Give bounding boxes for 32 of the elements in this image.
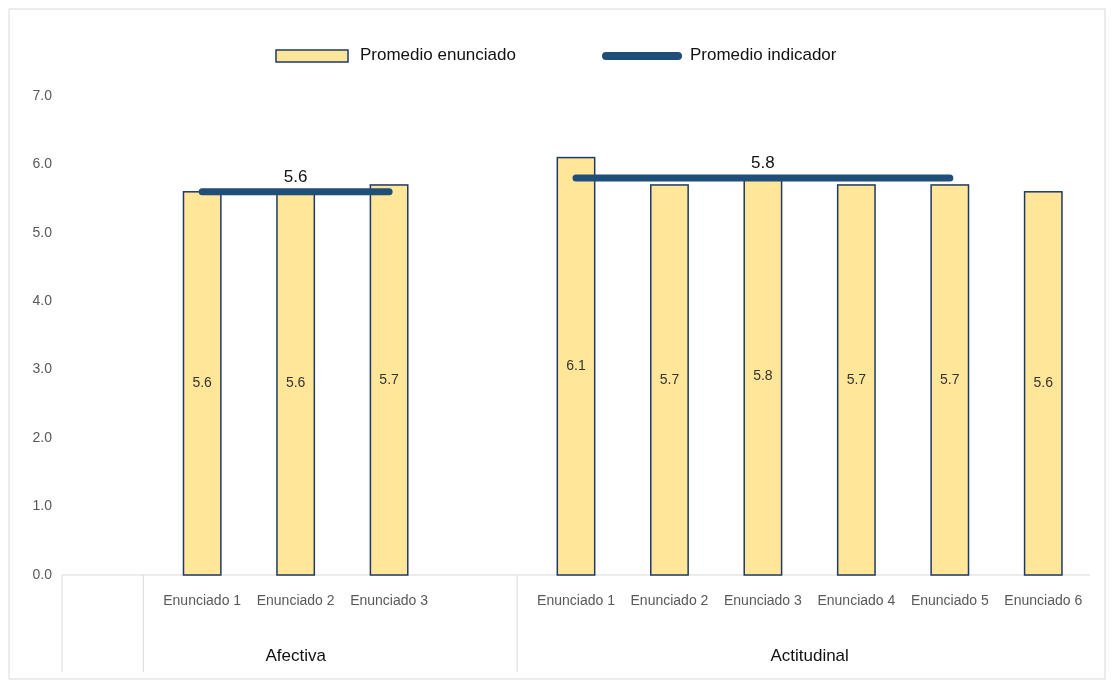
y-tick-label: 0.0 <box>32 565 53 582</box>
x-tick-label: Enunciado 2 <box>256 592 335 608</box>
data-label: 5.6 <box>192 374 213 391</box>
y-tick-label: 2.0 <box>32 428 53 445</box>
y-tick-label: 4.0 <box>32 291 53 308</box>
data-label: 5.6 <box>1033 374 1054 391</box>
data-label: 5.7 <box>659 370 680 387</box>
y-tick-label: 3.0 <box>32 360 53 377</box>
x-tick-label: Enunciado 3 <box>723 592 803 608</box>
x-tick-label: Enunciado 1 <box>163 592 242 608</box>
text: Afectiva <box>265 646 327 665</box>
x-tick-label: Enunciado 3 <box>350 592 429 608</box>
y-tick-label: 1.0 <box>32 497 53 514</box>
y-tick-label: 6.0 <box>32 155 53 172</box>
x-tick-label: Enunciado 1 <box>537 592 616 608</box>
y-tick-label: 7.0 <box>32 86 53 103</box>
data-label: 6.1 <box>566 357 586 373</box>
data-label: 5.7 <box>846 370 867 387</box>
data-label: 5.7 <box>940 370 960 387</box>
x-tick-label: Enunciado 2 <box>630 592 709 608</box>
x-tick-label: Enunciado 5 <box>910 592 989 608</box>
data-label: 5.7 <box>379 370 400 387</box>
text: Actitudinal <box>770 646 849 665</box>
legend-label: Promedio indicador <box>690 45 837 65</box>
x-tick-label: Enunciado 6 <box>1004 592 1083 608</box>
data-label: 5.6 <box>283 166 308 186</box>
data-label: 5.8 <box>753 367 773 384</box>
legend-label: Promedio enunciado <box>360 45 516 65</box>
x-tick-label: Enunciado 4 <box>817 592 896 608</box>
data-label: 5.8 <box>751 153 775 173</box>
y-tick-label: 5.0 <box>32 223 53 240</box>
data-label: 5.6 <box>285 374 306 391</box>
